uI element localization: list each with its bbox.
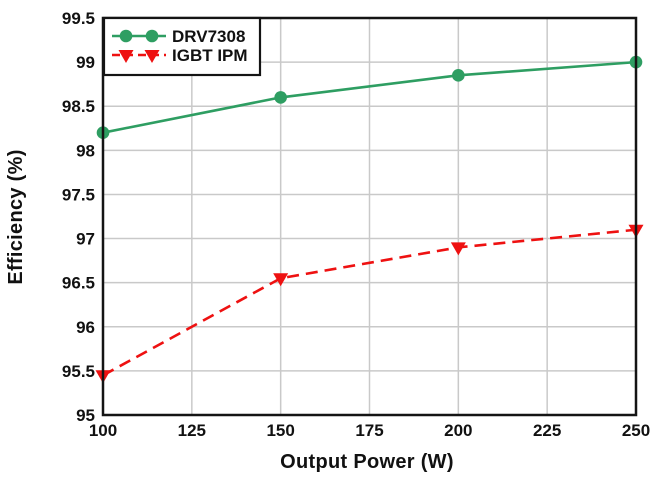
x-tick-label: 150 — [266, 421, 294, 440]
series-line-drv7308 — [102, 60, 637, 134]
y-tick-label: 99 — [76, 53, 95, 72]
legend-box — [102, 16, 262, 77]
x-axis-title: Output Power (W) — [280, 451, 454, 473]
legend-sample-marker-igbt-ipm — [118, 50, 134, 63]
legend-sample-marker-igbt-ipm — [144, 50, 160, 63]
series-marker-drv7308 — [274, 91, 287, 104]
x-tick-label: 125 — [178, 421, 206, 440]
y-tick-label: 95 — [76, 406, 95, 425]
y-axis-title: Efficiency (%) — [5, 149, 27, 284]
x-tick-label: 200 — [444, 421, 472, 440]
y-tick-label: 98.5 — [62, 97, 95, 116]
series-line-igbt-ipm — [102, 228, 637, 377]
series-marker-drv7308 — [452, 69, 465, 82]
legend-sample-marker-drv7308 — [119, 29, 133, 43]
y-tick-label: 98 — [76, 141, 95, 160]
y-tick-label: 96.5 — [62, 274, 95, 293]
x-tick-label: 175 — [355, 421, 383, 440]
series-marker-igbt-ipm — [450, 242, 466, 256]
y-tick-label: 96 — [76, 318, 95, 337]
x-tick-label: 225 — [533, 421, 561, 440]
y-tick-label: 97 — [76, 230, 95, 249]
y-tick-label: 97.5 — [62, 185, 95, 204]
legend-label-drv7308: DRV7308 — [172, 27, 245, 46]
y-tick-label: 99.5 — [62, 9, 95, 28]
x-tick-label: 250 — [622, 421, 650, 440]
chart-generated-layer: 100 125 150 175 200 225 250 95 95.5 96 96.5 97 97.5 9… — [62, 9, 650, 440]
legend-sample-marker-drv7308 — [145, 29, 159, 43]
x-tick-label: 100 — [89, 421, 117, 440]
legend-label-igbt-ipm: IGBT IPM — [172, 46, 248, 65]
y-tick-label: 95.5 — [62, 362, 95, 381]
series-marker-igbt-ipm — [273, 273, 289, 287]
plot-border — [101, 16, 638, 417]
